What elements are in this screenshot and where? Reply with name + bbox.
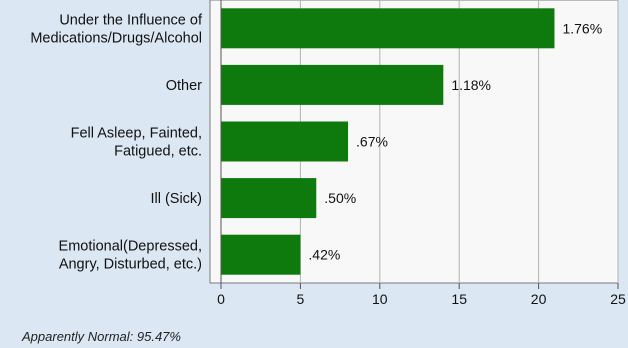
x-tick-label: 5: [297, 291, 305, 307]
bar: [221, 64, 444, 105]
x-tick-label: 25: [610, 291, 626, 307]
category-label: Fatigued, etc.: [114, 144, 202, 160]
x-tick-label: 10: [372, 291, 388, 307]
category-label: Ill (Sick): [150, 191, 202, 207]
category-label: Medications/Drugs/Alcohol: [30, 30, 202, 46]
x-axis: 0 5 10 15 20 25: [217, 0, 626, 307]
category-label: Other: [166, 78, 202, 94]
bars: [221, 8, 555, 275]
data-label: 1.18%: [451, 77, 491, 93]
category-label: Fell Asleep, Fainted,: [71, 126, 202, 142]
x-tick-label: 0: [217, 291, 225, 307]
bar: [221, 8, 555, 49]
bar: [221, 121, 349, 162]
data-label: .67%: [356, 134, 388, 150]
bar: [221, 234, 301, 275]
footnote: Apparently Normal: 95.47%: [21, 329, 181, 344]
category-label: Under the Influence of: [59, 12, 203, 28]
bar: [221, 178, 317, 219]
x-tick-label: 20: [531, 291, 547, 307]
category-label: Angry, Disturbed, etc.): [59, 257, 202, 273]
category-label: Emotional(Depressed,: [59, 239, 202, 255]
x-tick-label: 15: [451, 291, 467, 307]
category-labels: Under the Influence of Medications/Drugs/…: [30, 12, 203, 272]
data-label: .42%: [308, 247, 340, 263]
data-labels: 1.76% 1.18% .67% .50% .42%: [308, 20, 602, 262]
data-label: 1.76%: [562, 20, 602, 36]
data-label: .50%: [324, 190, 356, 206]
